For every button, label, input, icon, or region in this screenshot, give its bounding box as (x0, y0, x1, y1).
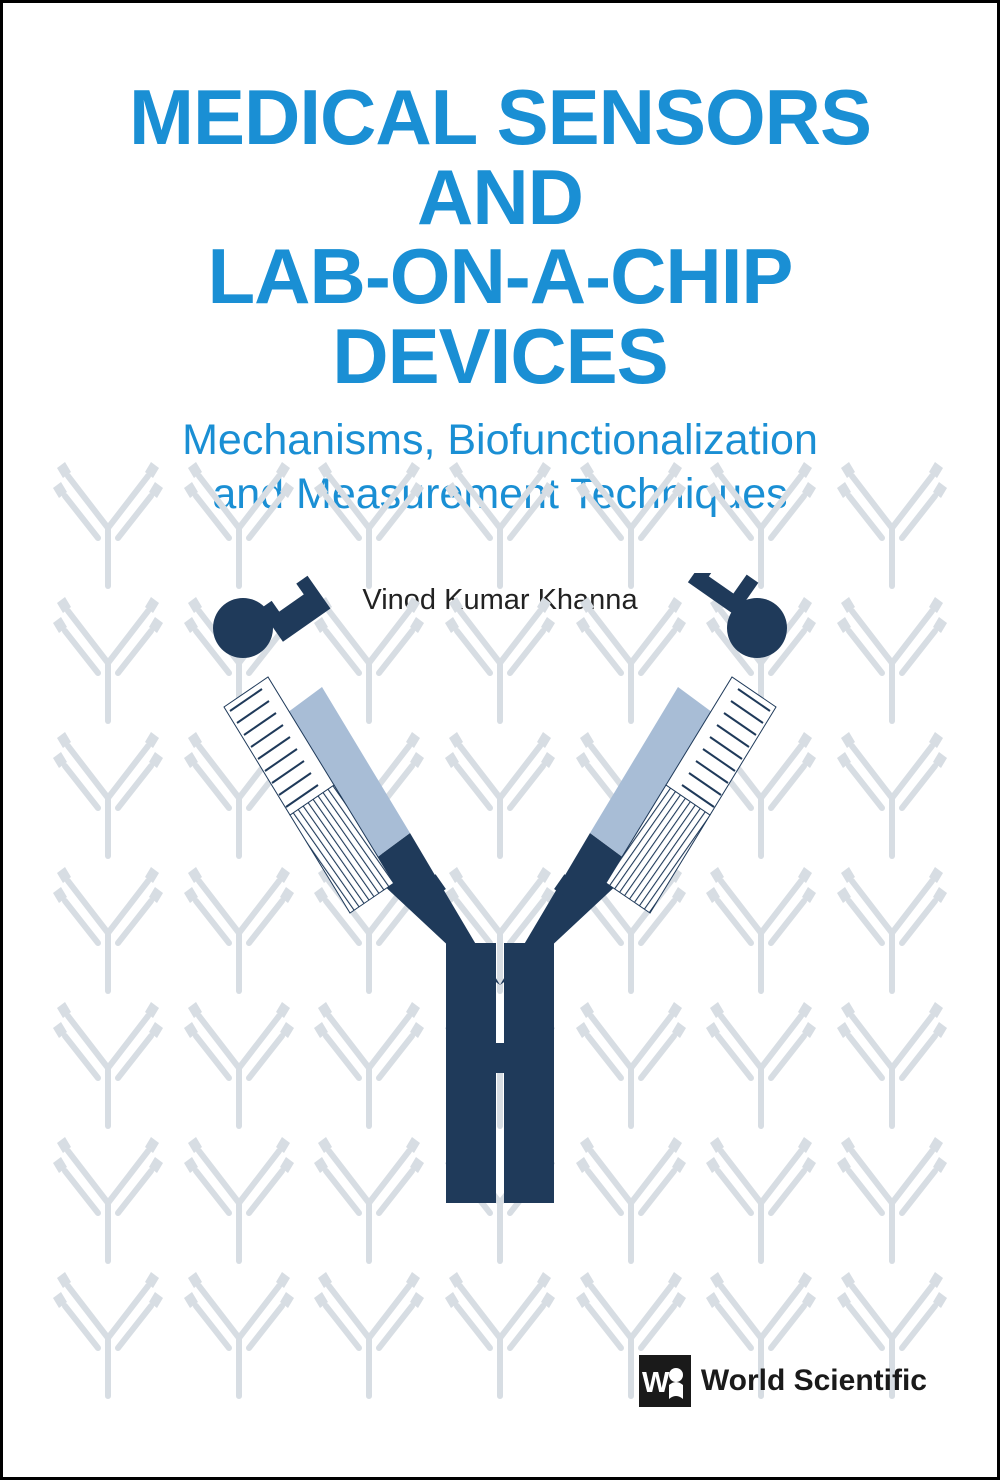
title-line-2: LAB-ON-A-CHIP DEVICES (208, 232, 793, 400)
antibody-illustration (110, 573, 890, 1213)
pattern-antibody-icon (174, 1268, 304, 1403)
antibody-stem (446, 943, 554, 1203)
antigen-right-icon (688, 573, 787, 658)
pattern-antibody-icon (43, 1268, 173, 1403)
pattern-antibody-icon (435, 1268, 565, 1403)
antigen-left-icon (213, 573, 330, 658)
pattern-antibody-icon (304, 1268, 434, 1403)
subtitle-line-1: Mechanisms, Biofunctionalization (182, 416, 818, 464)
antibody-left-arm (213, 573, 500, 985)
book-cover: MEDICAL SENSORS AND LAB-ON-A-CHIP DEVICE… (0, 0, 1000, 1480)
publisher-block: W World Scientific (639, 1355, 927, 1407)
publisher-name: World Scientific (701, 1364, 927, 1398)
publisher-logo-icon: W (639, 1355, 691, 1407)
svg-text:W: W (642, 1367, 670, 1399)
antibody-right-arm (500, 573, 787, 985)
main-title: MEDICAL SENSORS AND LAB-ON-A-CHIP DEVICE… (63, 78, 937, 396)
title-line-1: MEDICAL SENSORS AND (129, 73, 871, 241)
